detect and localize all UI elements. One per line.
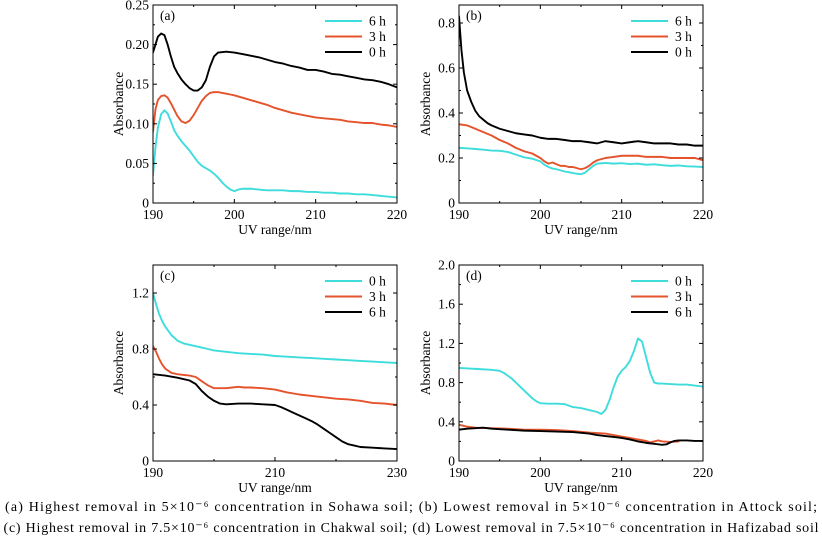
chart-b-series-line-0h bbox=[459, 15, 703, 147]
chart-a-ytick-label: 0.10 bbox=[125, 116, 149, 131]
chart-b-xaxis-title: UV range/nm bbox=[544, 222, 618, 237]
chart-c-ytick-label: 0 bbox=[142, 454, 149, 469]
chart-c-series-line-3h bbox=[153, 345, 397, 406]
chart-a-xtick-label: 200 bbox=[224, 207, 245, 222]
chart-d-xtick-label: 190 bbox=[449, 465, 470, 480]
chart-b-xtick-label: 210 bbox=[612, 207, 633, 222]
chart-b-yaxis-title: Absorbance bbox=[418, 72, 433, 136]
chart-b-legend-label-6h: 6 h bbox=[675, 14, 692, 29]
chart-c-plot-area bbox=[153, 292, 397, 451]
chart-d-xaxis-title: UV range/nm bbox=[544, 480, 618, 495]
chart-c-series-line-6h bbox=[153, 373, 397, 451]
chart-d-series-line-0h bbox=[459, 337, 703, 415]
chart-c-legend-label-3h: 3 h bbox=[369, 289, 386, 304]
chart-a-ytick-label: 0.25 bbox=[125, 0, 149, 13]
chart-c-ytick-label: 0.8 bbox=[132, 342, 149, 357]
chart-a-series-line-3h bbox=[153, 91, 397, 133]
chart-c-legend-label-6h: 6 h bbox=[369, 305, 386, 320]
chart-c-xtick-label: 230 bbox=[387, 465, 408, 480]
chart-a-legend-label-3h: 3 h bbox=[369, 29, 386, 44]
chart-d-series-line-3h bbox=[459, 423, 680, 444]
chart-c-legend: 0 h3 h6 h bbox=[325, 274, 386, 320]
chart-a-ticks bbox=[152, 4, 398, 204]
chart-d-ytick-label: 1.6 bbox=[438, 297, 455, 312]
chart-b-legend: 6 h3 h0 h bbox=[631, 14, 692, 60]
chart-d: 190 200 210 220 0 0.4 0.8 1.2 1.6 2.0 UV range/nm A… bbox=[418, 258, 713, 496]
chart-b-series-line-6h bbox=[459, 146, 703, 176]
chart-b-xtick-label: 220 bbox=[693, 207, 714, 222]
chart-d-series-line-6h bbox=[459, 426, 703, 446]
chart-a-yaxis-title: Absorbance bbox=[111, 72, 126, 136]
chart-d-xtick-label: 200 bbox=[530, 465, 551, 480]
chart-b-xtick-label: 190 bbox=[449, 207, 470, 222]
chart-b-plot-area bbox=[459, 15, 703, 176]
chart-c-xtick-label: 190 bbox=[143, 465, 164, 480]
chart-b-ytick-label: 0.8 bbox=[438, 16, 455, 31]
chart-d-ytick-label: 0 bbox=[448, 454, 455, 469]
chart-d-ytick-label: 2.0 bbox=[438, 258, 455, 273]
chart-b-panel-label: (b) bbox=[466, 8, 482, 23]
chart-d-legend-label-6h: 6 h bbox=[675, 305, 692, 320]
chart-a-ytick-label: 0.15 bbox=[125, 77, 149, 92]
chart-c-yaxis-title: Absorbance bbox=[111, 331, 126, 395]
chart-d-xtick-label: 210 bbox=[612, 465, 633, 480]
chart-d-ticks bbox=[458, 264, 704, 462]
chart-a-legend-label-0h: 0 h bbox=[369, 45, 386, 60]
chart-d-legend-label-3h: 3 h bbox=[675, 289, 692, 304]
chart-d-ytick-label: 0.8 bbox=[438, 375, 455, 390]
chart-a-ytick-label: 0.20 bbox=[125, 37, 149, 52]
chart-c-xaxis-title: UV range/nm bbox=[238, 480, 312, 495]
chart-a-ytick-label: 0.05 bbox=[125, 156, 149, 171]
chart-a-xaxis-title: UV range/nm bbox=[238, 222, 312, 237]
chart-c-ytick-label: 0.4 bbox=[132, 398, 149, 413]
caption-line-2: (c) Highest removal in 7.5×10⁻⁶ concentr… bbox=[4, 521, 819, 536]
chart-b-ytick-label: 0.2 bbox=[438, 151, 455, 166]
chart-c-ytick-label: 1.2 bbox=[132, 286, 149, 301]
chart-a-xtick-label: 190 bbox=[143, 207, 164, 222]
chart-b-xtick-label: 200 bbox=[530, 207, 551, 222]
chart-c-legend-label-0h: 0 h bbox=[369, 274, 386, 289]
chart-d-ytick-label: 1.2 bbox=[438, 336, 455, 351]
chart-a-plot-area bbox=[153, 32, 397, 199]
chart-b-ticks bbox=[458, 5, 704, 204]
chart-b-legend-label-0h: 0 h bbox=[675, 45, 692, 60]
chart-c-series-line-0h bbox=[153, 292, 397, 364]
chart-c-xtick-label: 210 bbox=[265, 465, 286, 480]
chart-a-legend-label-6h: 6 h bbox=[369, 14, 386, 29]
chart-a: 190 200 210 220 0 0.05 0.10 0.15 0.20 0.25 UV rang… bbox=[111, 0, 407, 237]
chart-d-panel-label: (d) bbox=[466, 268, 482, 283]
chart-b-series-line-3h bbox=[459, 123, 703, 171]
chart-c: 190 210 230 0 0.4 0.8 1.2 UV range/nm Absorbance… bbox=[111, 264, 408, 495]
chart-d-xtick-label: 220 bbox=[693, 465, 714, 480]
chart-b-ytick-label: 0.6 bbox=[438, 61, 455, 76]
chart-a-panel-label: (a) bbox=[160, 8, 175, 23]
chart-a-legend: 6 h3 h0 h bbox=[325, 14, 386, 60]
chart-b-legend-label-3h: 3 h bbox=[675, 29, 692, 44]
chart-a-ytick-label: 0 bbox=[142, 196, 149, 211]
caption-line-1: (a) Highest removal in 5×10⁻⁶ concentrat… bbox=[5, 500, 817, 515]
chart-d-legend: 0 h3 h6 h bbox=[631, 274, 692, 320]
chart-d-plot-area bbox=[459, 337, 703, 446]
chart-b: 190 200 210 220 0 0.2 0.4 0.6 0.8 UV range/nm Abso… bbox=[418, 4, 714, 237]
chart-b-ytick-label: 0.4 bbox=[438, 106, 455, 121]
chart-a-frame bbox=[152, 4, 398, 204]
chart-a-xtick-label: 210 bbox=[306, 207, 327, 222]
chart-d-legend-label-0h: 0 h bbox=[675, 274, 692, 289]
chart-d-yaxis-title: Absorbance bbox=[418, 331, 433, 395]
chart-a-xtick-label: 220 bbox=[387, 207, 408, 222]
chart-c-frame bbox=[152, 264, 398, 462]
chart-c-ticks bbox=[152, 265, 398, 462]
chart-a-series-line-6h bbox=[153, 109, 397, 199]
chart-d-ytick-label: 0.4 bbox=[438, 414, 455, 429]
chart-b-ytick-label: 0 bbox=[448, 196, 455, 211]
chart-a-series-line-0h bbox=[153, 32, 397, 92]
chart-c-panel-label: (c) bbox=[160, 268, 175, 283]
